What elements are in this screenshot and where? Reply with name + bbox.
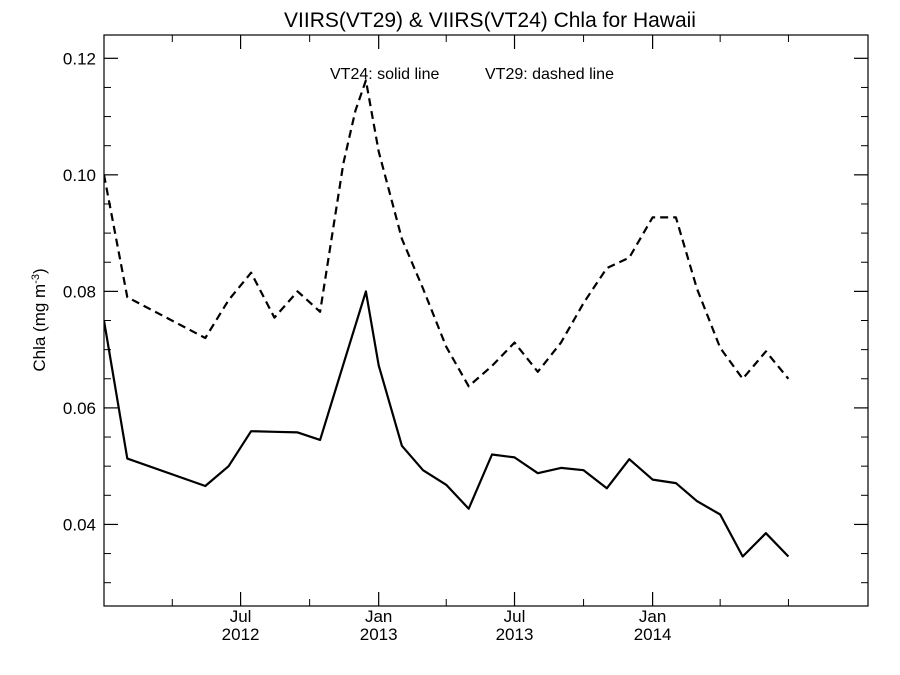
y-tick-label: 0.06 bbox=[63, 399, 96, 418]
y-tick-label: 0.12 bbox=[63, 49, 96, 68]
y-tick-label: 0.08 bbox=[63, 282, 96, 301]
y-tick-label: 0.04 bbox=[63, 515, 96, 534]
y-axis-label: Chla (mg m-3) bbox=[30, 268, 49, 371]
x-tick-month-label: Jan bbox=[639, 607, 666, 626]
series-line-vt29-dashed bbox=[104, 79, 790, 388]
chart-title: VIIRS(VT29) & VIIRS(VT24) Chla for Hawai… bbox=[284, 9, 696, 32]
x-tick-month-label: Jul bbox=[230, 607, 252, 626]
x-tick-year-label: 2013 bbox=[496, 625, 534, 644]
x-tick-year-label: 2014 bbox=[634, 625, 672, 644]
y-axis-label-sup: -3 bbox=[30, 274, 42, 284]
annotation-vt29: VT29: dashed line bbox=[485, 66, 614, 83]
y-axis-label-main: Chla (mg m bbox=[30, 284, 49, 372]
plot-frame bbox=[103, 34, 869, 607]
x-tick-year-label: 2013 bbox=[360, 625, 398, 644]
series-line-vt24-solid bbox=[104, 290, 790, 558]
y-axis-ticks: 0.04 0.06 0.08 0.10 0.12 bbox=[63, 49, 868, 584]
annotation-vt24: VT24: solid line bbox=[330, 66, 439, 83]
y-tick-label: 0.10 bbox=[63, 166, 96, 185]
y-axis-label-end: ) bbox=[30, 268, 49, 274]
x-tick-year-label: 2012 bbox=[222, 625, 260, 644]
series-group bbox=[104, 79, 790, 558]
x-tick-month-label: Jan bbox=[365, 607, 392, 626]
x-tick-month-label: Jul bbox=[504, 607, 526, 626]
